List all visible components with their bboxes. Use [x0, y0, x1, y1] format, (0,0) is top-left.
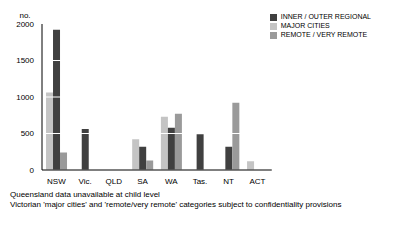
svg-text:1000: 1000	[16, 93, 34, 102]
svg-text:QLD: QLD	[106, 177, 123, 186]
svg-text:no.: no.	[19, 11, 30, 20]
html-text:Victorian 'major cities' and ': Victorian 'major cities' and 'remote/ver…	[10, 200, 342, 209]
svg-text:Tas.: Tas.	[193, 177, 208, 186]
html-text:REMOTE / VERY REMOTE: REMOTE / VERY REMOTE	[280, 31, 368, 38]
svg-text:1500: 1500	[16, 56, 34, 65]
svg-text:ACT: ACT	[249, 177, 265, 186]
svg-text:NT: NT	[223, 177, 234, 186]
html-text:MAJOR CITIES: MAJOR CITIES	[280, 22, 330, 29]
svg-text:SA: SA	[137, 177, 148, 186]
html-text:INNER / OUTER REGIONAL: INNER / OUTER REGIONAL	[280, 13, 371, 20]
svg-text:Vic.: Vic.	[78, 177, 91, 186]
svg-text:500: 500	[21, 129, 35, 138]
svg-text:0: 0	[30, 166, 35, 175]
svg-text:WA: WA	[165, 177, 178, 186]
svg-text:NSW: NSW	[47, 177, 66, 186]
svg-text:2000: 2000	[16, 20, 34, 29]
html-text:Queensland data unavailable at: Queensland data unavailable at child lev…	[10, 190, 160, 199]
